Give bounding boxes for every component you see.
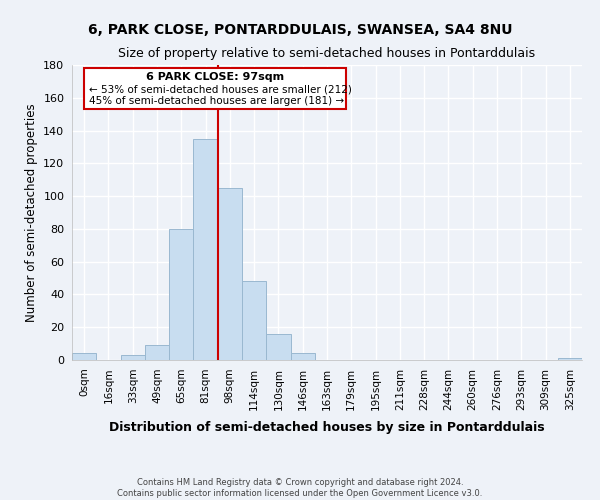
Bar: [266, 334, 290, 360]
Text: 45% of semi-detached houses are larger (181) →: 45% of semi-detached houses are larger (…: [89, 96, 344, 106]
Text: 6 PARK CLOSE: 97sqm: 6 PARK CLOSE: 97sqm: [146, 72, 284, 83]
X-axis label: Distribution of semi-detached houses by size in Pontarddulais: Distribution of semi-detached houses by …: [109, 421, 545, 434]
Text: Contains HM Land Registry data © Crown copyright and database right 2024.
Contai: Contains HM Land Registry data © Crown c…: [118, 478, 482, 498]
Title: Size of property relative to semi-detached houses in Pontarddulais: Size of property relative to semi-detach…: [118, 46, 536, 60]
Bar: [242, 282, 266, 360]
Text: 6, PARK CLOSE, PONTARDDULAIS, SWANSEA, SA4 8NU: 6, PARK CLOSE, PONTARDDULAIS, SWANSEA, S…: [88, 22, 512, 36]
Bar: [121, 355, 145, 360]
Bar: [145, 345, 169, 360]
Bar: [558, 358, 582, 360]
Bar: [193, 138, 218, 360]
Bar: [218, 188, 242, 360]
FancyBboxPatch shape: [84, 68, 346, 110]
Text: ← 53% of semi-detached houses are smaller (212): ← 53% of semi-detached houses are smalle…: [89, 84, 352, 94]
Bar: [72, 354, 96, 360]
Y-axis label: Number of semi-detached properties: Number of semi-detached properties: [25, 103, 38, 322]
Bar: [169, 229, 193, 360]
Bar: [290, 354, 315, 360]
